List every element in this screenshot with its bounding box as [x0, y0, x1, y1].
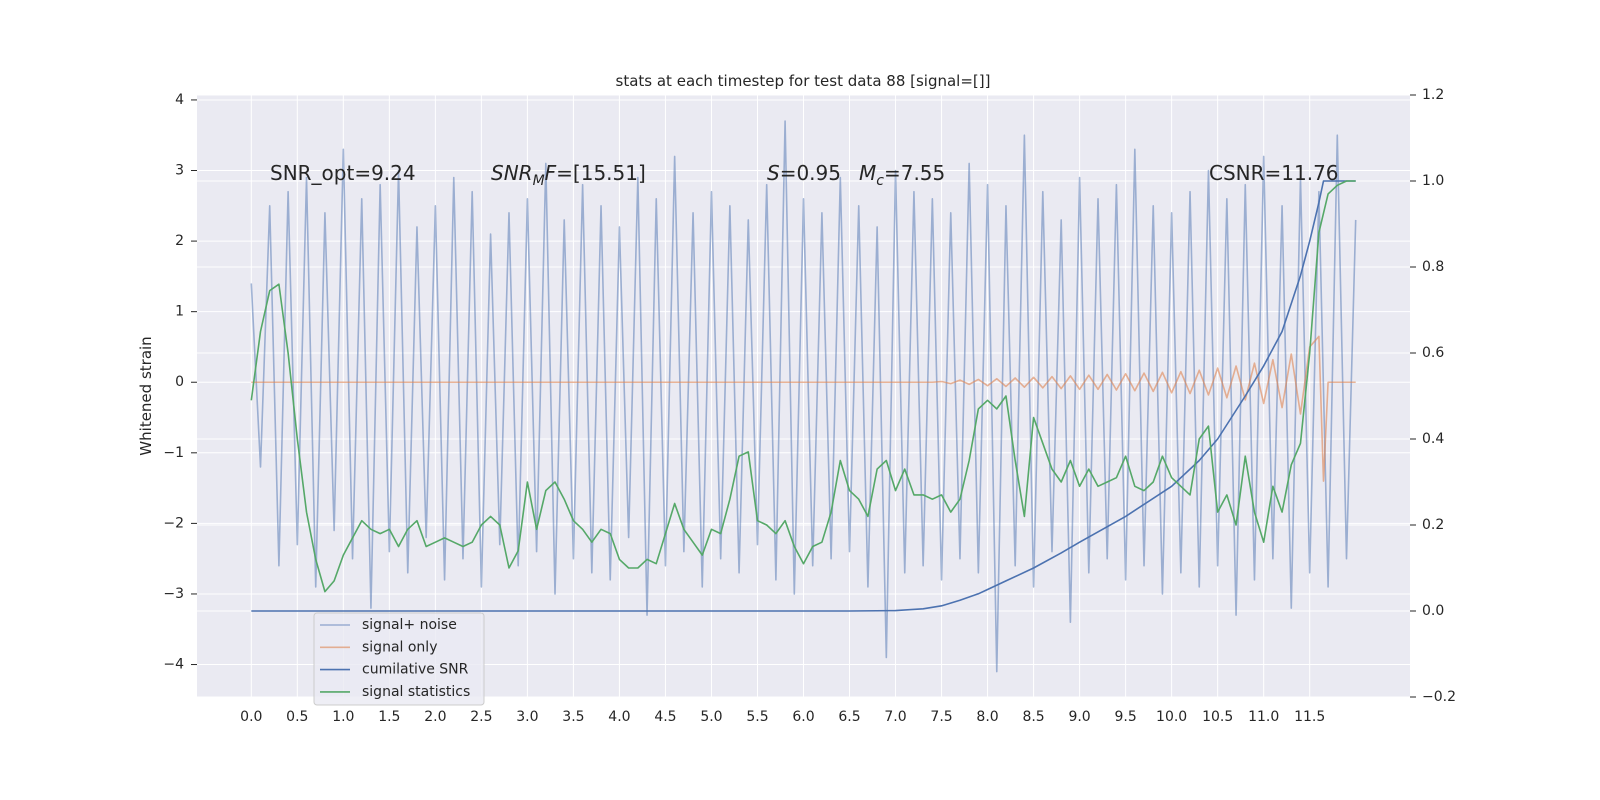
y2-tick-label: 0.4 [1422, 431, 1444, 447]
annotation-part: M [859, 161, 876, 185]
x-tick-label: 9.0 [1068, 709, 1090, 725]
x-tick-label: 11.0 [1248, 709, 1279, 725]
y2-tick-label: −0.2 [1422, 689, 1456, 705]
annotation-part: SNR [491, 161, 533, 185]
annotation: Mc=7.55 [859, 161, 945, 189]
y-tick-label: 0 [175, 374, 184, 390]
x-tick-label: 3.0 [516, 709, 538, 725]
x-tick-label: 10.0 [1156, 709, 1187, 725]
x-tick-label: 7.0 [884, 709, 906, 725]
series-line [251, 180, 1356, 612]
chart-title: stats at each timestep for test data 88 … [616, 72, 991, 90]
y2-tick-label: 0.8 [1422, 259, 1444, 275]
series-line [251, 335, 1356, 482]
annotation-part: S [767, 161, 780, 185]
annotation-part: M [533, 173, 545, 189]
y2-tick-label: 1.2 [1422, 87, 1444, 103]
x-tick-label: 0.0 [240, 709, 262, 725]
y-tick-label: 2 [175, 233, 184, 249]
x-tick-label: 3.5 [562, 709, 584, 725]
legend: signal+ noise signal only cumilative SNR si… [313, 612, 485, 706]
x-tick-label: 7.5 [930, 709, 952, 725]
x-tick-label: 1.0 [332, 709, 354, 725]
x-tick-label: 9.5 [1114, 709, 1136, 725]
annotation: SNR_opt=9.24 [270, 161, 416, 185]
y2-tick-label: 0.2 [1422, 517, 1444, 533]
series-line [250, 180, 1356, 593]
x-tick-label: 5.0 [700, 709, 722, 725]
y2-tick-label: 0.0 [1422, 603, 1444, 619]
x-tick-label: 10.5 [1202, 709, 1233, 725]
annotation-part: SNR_opt=9.24 [270, 161, 416, 185]
x-tick-label: 2.5 [470, 709, 492, 725]
annotation-part: c [876, 173, 884, 189]
x-tick-label: 4.5 [654, 709, 676, 725]
x-tick-label: 5.5 [746, 709, 768, 725]
y-tick-label: −4 [163, 657, 184, 673]
y-tick-label: 1 [175, 304, 184, 320]
y-tick-label: −1 [163, 445, 184, 461]
annotation-part: F [545, 161, 557, 185]
annotation-part: =[15.51] [556, 161, 646, 185]
legend-box [313, 612, 485, 706]
x-tick-label: 2.0 [424, 709, 446, 725]
y-tick-label: 4 [175, 92, 184, 108]
annotation: S=0.95 [767, 161, 841, 185]
legend-label: cumilative SNR [362, 662, 469, 678]
annotation-part: CSNR=11.76 [1209, 161, 1339, 185]
x-tick-label: 1.5 [378, 709, 400, 725]
x-tick-label: 11.5 [1294, 709, 1325, 725]
x-tick-label: 6.0 [792, 709, 814, 725]
y-tick-label: −3 [163, 586, 184, 602]
legend-label: signal only [362, 639, 437, 655]
x-tick-label: 6.5 [838, 709, 860, 725]
y2-tick-label: 0.6 [1422, 345, 1444, 361]
annotation: CSNR=11.76 [1209, 161, 1339, 185]
annotation: SNRMF=[15.51] [491, 161, 646, 189]
y2-tick-label: 1.0 [1422, 173, 1444, 189]
legend-label: signal statistics [362, 684, 470, 700]
x-tick-label: 8.5 [1022, 709, 1044, 725]
x-tick-label: 8.0 [976, 709, 998, 725]
legend-label: signal+ noise [362, 617, 457, 633]
x-tick-label: 0.5 [286, 709, 308, 725]
y-axis-label: Whitened strain [137, 336, 155, 455]
annotation-part: =7.55 [884, 161, 945, 185]
x-tick-label: 4.0 [608, 709, 630, 725]
annotation-part: =0.95 [780, 161, 841, 185]
y-tick-label: −2 [163, 515, 184, 531]
y-tick-label: 3 [175, 163, 184, 179]
series-line [250, 120, 1357, 673]
